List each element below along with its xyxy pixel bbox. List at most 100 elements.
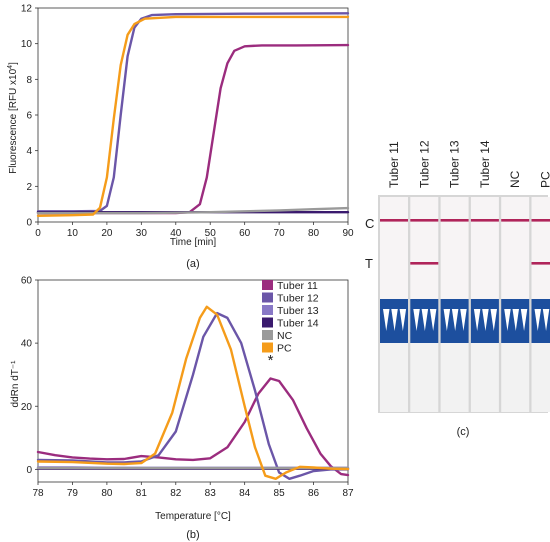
strip: Tuber 14: [470, 140, 499, 412]
x-tick-label: 79: [67, 488, 79, 499]
legend-swatch: [262, 330, 273, 340]
plot-frame: [37, 7, 349, 223]
y-tick-label: 2: [26, 182, 32, 193]
y-tick-label: 6: [26, 111, 32, 122]
pad-arrow: [413, 309, 420, 331]
x-tick-label: 20: [101, 228, 113, 239]
pad-arrow: [391, 309, 398, 331]
test-line-label: T: [365, 256, 373, 271]
strip-window: [440, 197, 469, 299]
legend-entry: Tuber 14: [277, 318, 319, 330]
y-tick-label: 12: [21, 4, 33, 15]
legend-entry: PC: [277, 343, 292, 355]
series-line-1: [36, 311, 350, 480]
legend-swatch: [262, 342, 273, 353]
y-tick-label: 0: [26, 218, 32, 229]
pad-arrow: [490, 309, 497, 331]
strip-label: Tuber 14: [478, 140, 492, 188]
test-line: [531, 262, 550, 265]
x-tick-label: 70: [274, 228, 286, 239]
legend-swatch: [262, 305, 273, 315]
y-tick-label: 60: [21, 276, 33, 287]
x-tick-label: 10: [67, 228, 79, 239]
control-line: [470, 219, 499, 222]
x-tick-label: 78: [32, 488, 44, 499]
melt-curve-xlabel: Temperature [°C]: [155, 511, 231, 522]
strip-label: NC: [508, 170, 522, 188]
melt-curve-ylabel: ddRn dT⁻¹: [10, 360, 21, 408]
pad-arrow: [482, 309, 489, 331]
strip-window: [501, 197, 530, 299]
lateral-flow-strips: Tuber 11 Tuber 12 Tuber 13 Tuber 14 NC PC C T…: [365, 140, 550, 438]
pad-arrow: [451, 309, 459, 331]
melt-curve-axes: 78 79 80 81 82 83 84 85 86 87 0 20 40 60: [21, 276, 354, 500]
pad-arrow: [520, 309, 528, 331]
pad-arrow: [504, 309, 511, 331]
x-tick-label: 87: [342, 488, 354, 499]
strip-window: [410, 197, 439, 299]
x-tick-label: 80: [101, 488, 113, 499]
amplification-series: [36, 12, 350, 217]
series-line-0: [36, 43, 350, 215]
strip-window: [380, 197, 408, 299]
pad-arrow: [429, 309, 437, 331]
y-tick-label: 8: [26, 75, 32, 86]
pad-arrow: [534, 309, 541, 331]
strip-label: PC: [539, 171, 550, 188]
legend-swatch: [262, 317, 273, 328]
melt-curve-series: [36, 305, 350, 480]
legend-entry: NC: [277, 330, 293, 342]
amplification-axes: 0 10 20 30 40 50 60 70 80 90 0 2 4 6 8 10 12: [21, 4, 354, 240]
control-line: [531, 219, 550, 222]
test-line: [410, 262, 439, 265]
melt-curve-annotation: *: [268, 352, 274, 369]
legend-swatch: [262, 280, 273, 290]
x-tick-label: 30: [136, 228, 148, 239]
legend-entry: Tuber 12: [277, 293, 319, 305]
pad-arrow: [460, 309, 467, 331]
strip-window: [531, 197, 550, 299]
x-tick-label: 40: [170, 228, 182, 239]
strip: NC: [501, 170, 530, 412]
x-tick-label: 82: [170, 488, 182, 499]
x-tick-label: 84: [239, 488, 251, 499]
control-line-label: C: [365, 216, 374, 231]
control-line: [410, 219, 439, 222]
strip-group: Tuber 11 Tuber 12 Tuber 13 Tuber 14 NC PC: [378, 140, 550, 413]
strip: Tuber 13: [440, 140, 469, 412]
x-tick-label: 85: [274, 488, 286, 499]
pad-arrow: [542, 309, 550, 331]
control-line: [501, 219, 530, 222]
plot-frame: [37, 279, 349, 483]
panel-label-c: (c): [457, 426, 470, 438]
x-tick-label: 80: [308, 228, 320, 239]
control-line: [440, 219, 469, 222]
legend-entry: Tuber 13: [277, 305, 319, 317]
pad-arrow: [443, 309, 451, 331]
strip-window: [470, 197, 499, 299]
amplification-xlabel: Time [min]: [170, 237, 217, 248]
x-tick-label: 83: [205, 488, 217, 499]
strip-label: Tuber 11: [387, 141, 401, 188]
absorbent-pad: [380, 343, 408, 412]
pad-arrow: [512, 309, 519, 331]
pad-arrow: [473, 309, 481, 331]
x-tick-label: 0: [35, 228, 41, 239]
absorbent-pad: [501, 343, 530, 412]
x-tick-label: 86: [308, 488, 320, 499]
series-line-1: [36, 12, 350, 213]
series-line-0: [36, 377, 350, 477]
series-line-4: [36, 15, 350, 217]
strip-label: Tuber 13: [448, 140, 462, 188]
y-tick-label: 20: [21, 402, 33, 413]
strip: Tuber 11: [380, 141, 408, 412]
strip: Tuber 12: [410, 140, 439, 412]
series-line-5: [36, 305, 350, 480]
x-tick-label: 50: [205, 228, 217, 239]
absorbent-pad: [531, 343, 550, 412]
strip: PC: [531, 171, 550, 412]
pad-arrow: [399, 309, 407, 331]
